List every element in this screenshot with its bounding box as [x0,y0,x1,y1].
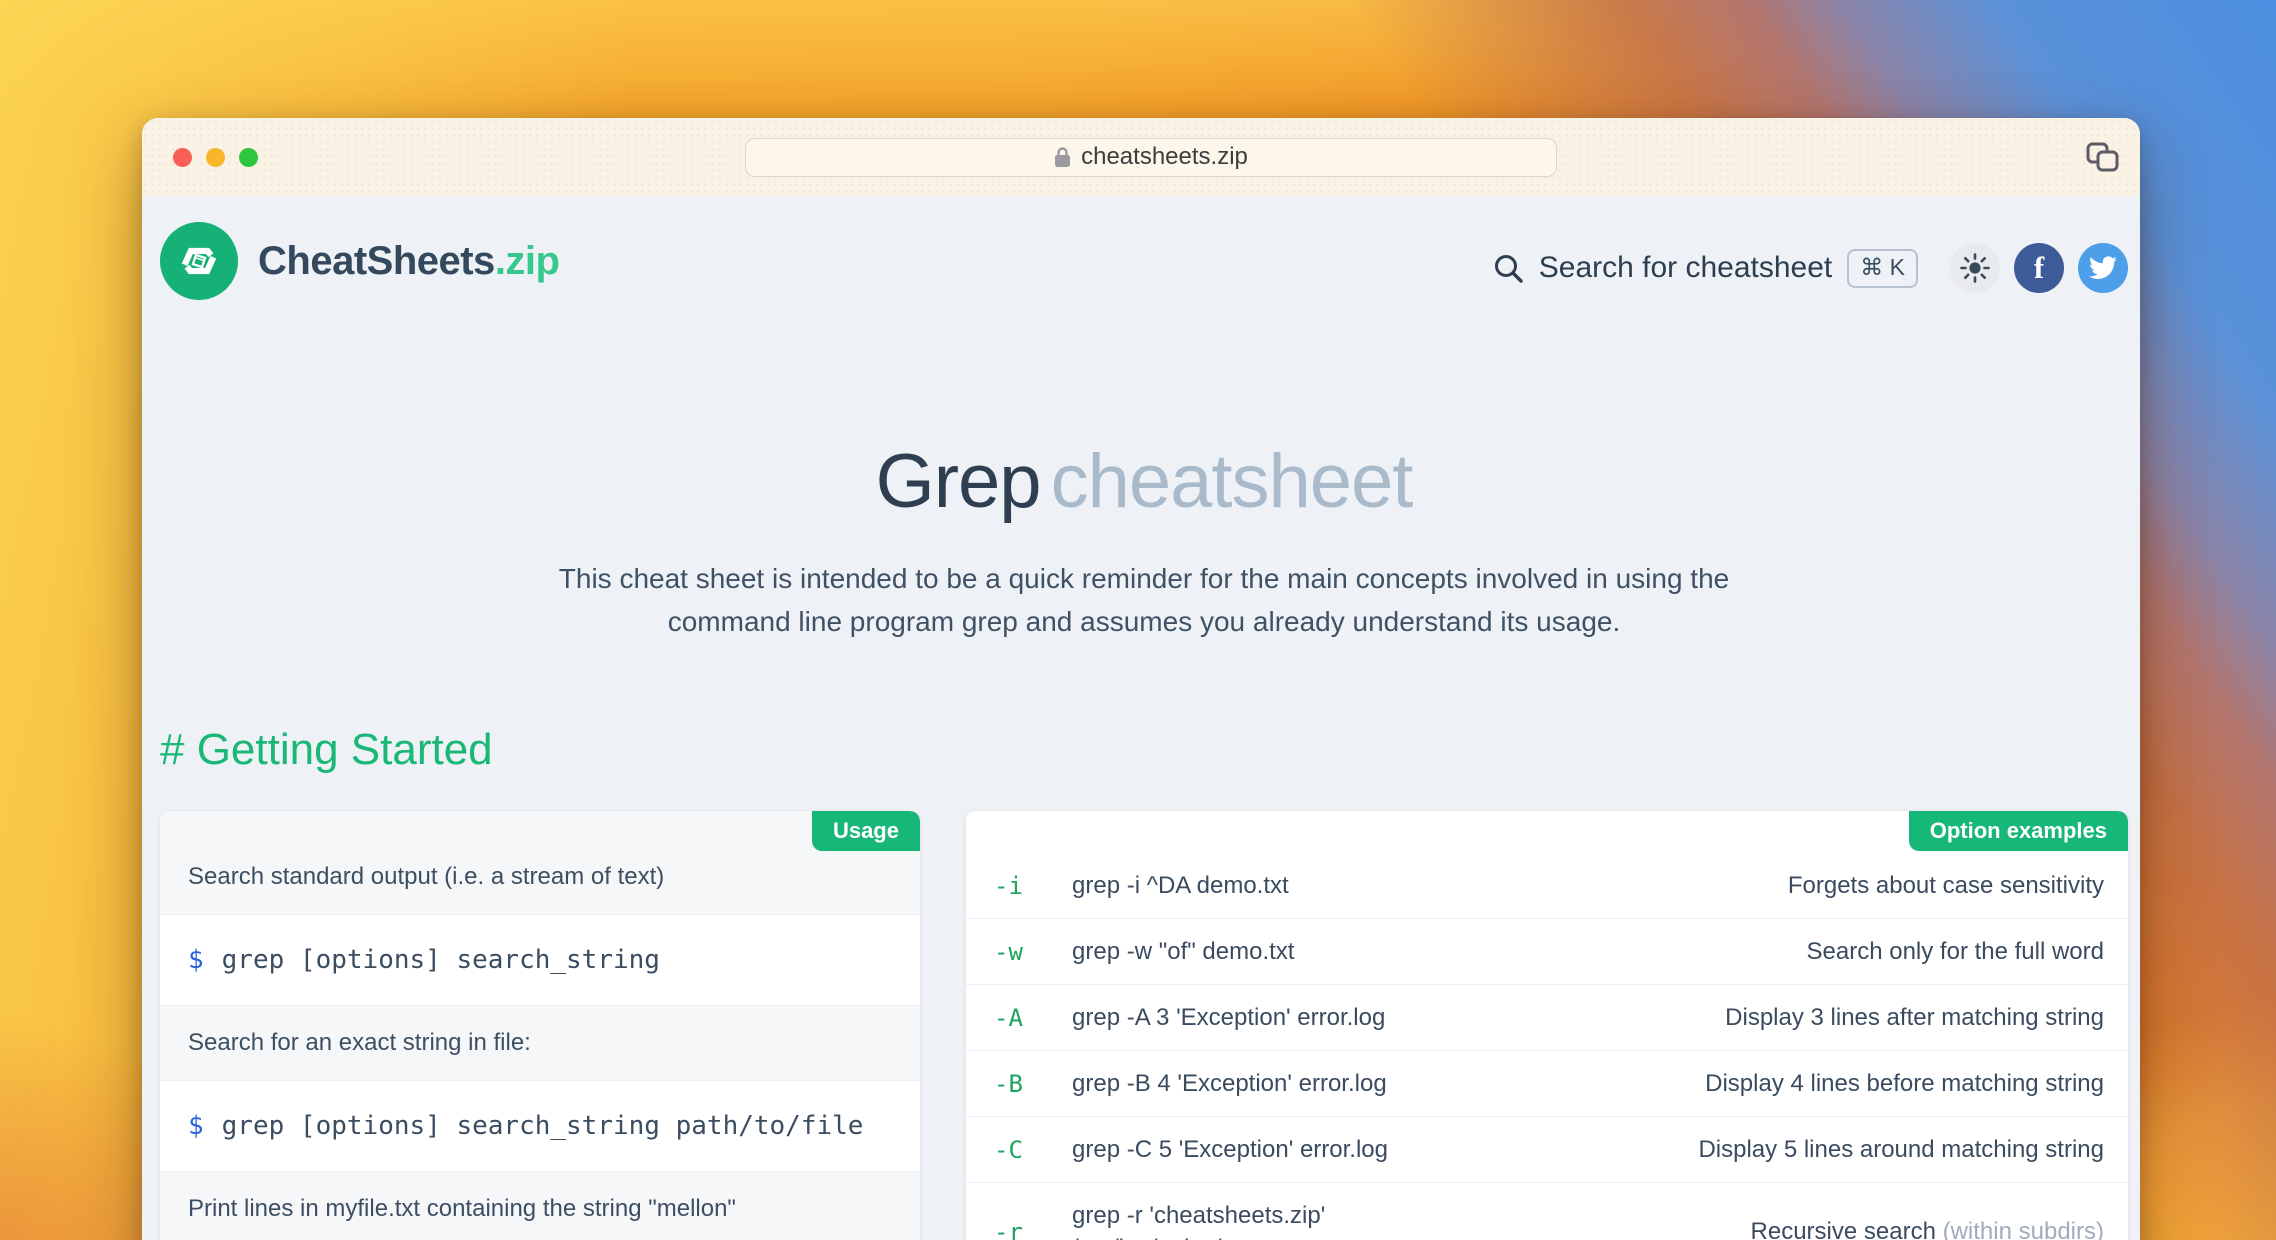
option-row: -w grep -w "of" demo.txt Search only for… [966,918,2128,984]
search-label: Search for cheatsheet [1538,251,1833,284]
header-actions: Search for cheatsheet ⌘ K f [1493,236,2128,300]
shell-prompt: $ [188,1111,204,1141]
url-text: cheatsheets.zip [1081,143,1248,170]
option-description: Display 5 lines around matching string [1698,1135,2104,1163]
usage-label-row: Search standard output (i.e. a stream of… [160,811,920,914]
option-description: Forgets about case sensitivity [1787,871,2104,899]
page-description: This cheat sheet is intended to be a qui… [558,563,1730,637]
usage-code-row: $ grep [options] search_string [160,914,920,1005]
facebook-link[interactable]: f [2014,243,2064,293]
option-command: grep -C 5 'Exception' error.log [1072,1136,1388,1163]
usage-card-badge: Usage [811,811,920,851]
option-row: -i grep -i ^DA demo.txt Forgets about ca… [966,853,2128,918]
tab-overview-button[interactable] [2086,118,2120,196]
option-examples-card: Option examples -i grep -i ^DA demo.txt … [966,811,2128,1240]
page-title: Grep cheatsheet [875,439,1414,524]
brand-tld: .zip [494,238,560,283]
facebook-icon: f [2033,250,2045,285]
usage-card: Usage Search standard output (i.e. a str… [160,811,920,1240]
zoom-window-button[interactable] [239,147,258,167]
option-description: Search only for the full word [1806,937,2104,965]
option-flag: -w [994,937,1023,966]
address-bar[interactable]: cheatsheets.zip [745,137,1557,177]
option-flag: -r [994,1218,1023,1240]
close-window-button[interactable] [173,147,192,167]
code-text: grep [options] search_string [221,945,660,975]
option-command: grep -r 'cheatsheets.zip'/var/log/nginx/ [1072,1202,1326,1240]
search-icon [1494,254,1523,283]
brand-logo-icon [160,222,238,300]
option-row: -C grep -C 5 'Exception' error.log Displ… [966,1116,2128,1182]
option-description: Recursive search (within subdirs) [1731,1218,2104,1240]
usage-label-row: Search for an exact string in file: [160,1005,920,1080]
search-button[interactable]: Search for cheatsheet ⌘ K [1493,248,1918,288]
brand-name: CheatSheets.zip [258,238,560,283]
traffic-lights [173,118,258,196]
search-shortcut-badge: ⌘ K [1847,248,1918,288]
option-description: Display 4 lines before matching string [1705,1069,2104,1097]
option-row: -r grep -r 'cheatsheets.zip'/var/log/ngi… [966,1182,2128,1240]
twitter-icon [2089,256,2117,279]
site-logo[interactable]: CheatSheets.zip [160,222,560,300]
usage-code-row: $ grep [options] search_string path/to/fi… [160,1080,920,1171]
shell-prompt: $ [188,945,204,975]
option-flag: -C [994,1135,1023,1164]
twitter-link[interactable] [2078,243,2128,293]
site-header: CheatSheets.zip Search for cheatsheet ⌘ … [160,196,2128,300]
option-row: -A grep -A 3 'Exception' error.log Displ… [966,984,2128,1050]
browser-titlebar: cheatsheets.zip [142,118,2140,196]
option-command: grep -w "of" demo.txt [1072,938,1295,965]
option-flag: -i [994,871,1023,900]
minimize-window-button[interactable] [206,147,225,167]
usage-label-row: Print lines in myfile.txt containing the… [160,1171,920,1240]
webpage: CheatSheets.zip Search for cheatsheet ⌘ … [142,196,2140,1240]
option-description: Display 3 lines after matching string [1725,1003,2104,1031]
option-flag: -A [994,1003,1023,1032]
copy-tabs-icon [2086,142,2119,171]
option-examples-badge: Option examples [1908,811,2128,851]
option-description-muted: (within subdirs) [1942,1218,2104,1240]
sun-icon [1960,253,1990,283]
option-command: grep -B 4 'Exception' error.log [1072,1070,1387,1097]
theme-toggle-button[interactable] [1950,243,2000,293]
cards-row: Usage Search standard output (i.e. a str… [160,811,2128,1240]
option-command: grep -A 3 'Exception' error.log [1072,1004,1386,1031]
option-flag: -B [994,1069,1023,1098]
browser-window: cheatsheets.zip [142,118,2140,1240]
hero: Grep cheatsheet This cheat sheet is inten… [160,438,2128,643]
option-command: grep -i ^DA demo.txt [1072,872,1289,899]
lock-icon [1055,147,1071,167]
option-row: -B grep -B 4 'Exception' error.log Displ… [966,1050,2128,1116]
code-text: grep [options] search_string path/to/fil… [221,1111,864,1141]
section-heading: # Getting Started [160,725,493,774]
